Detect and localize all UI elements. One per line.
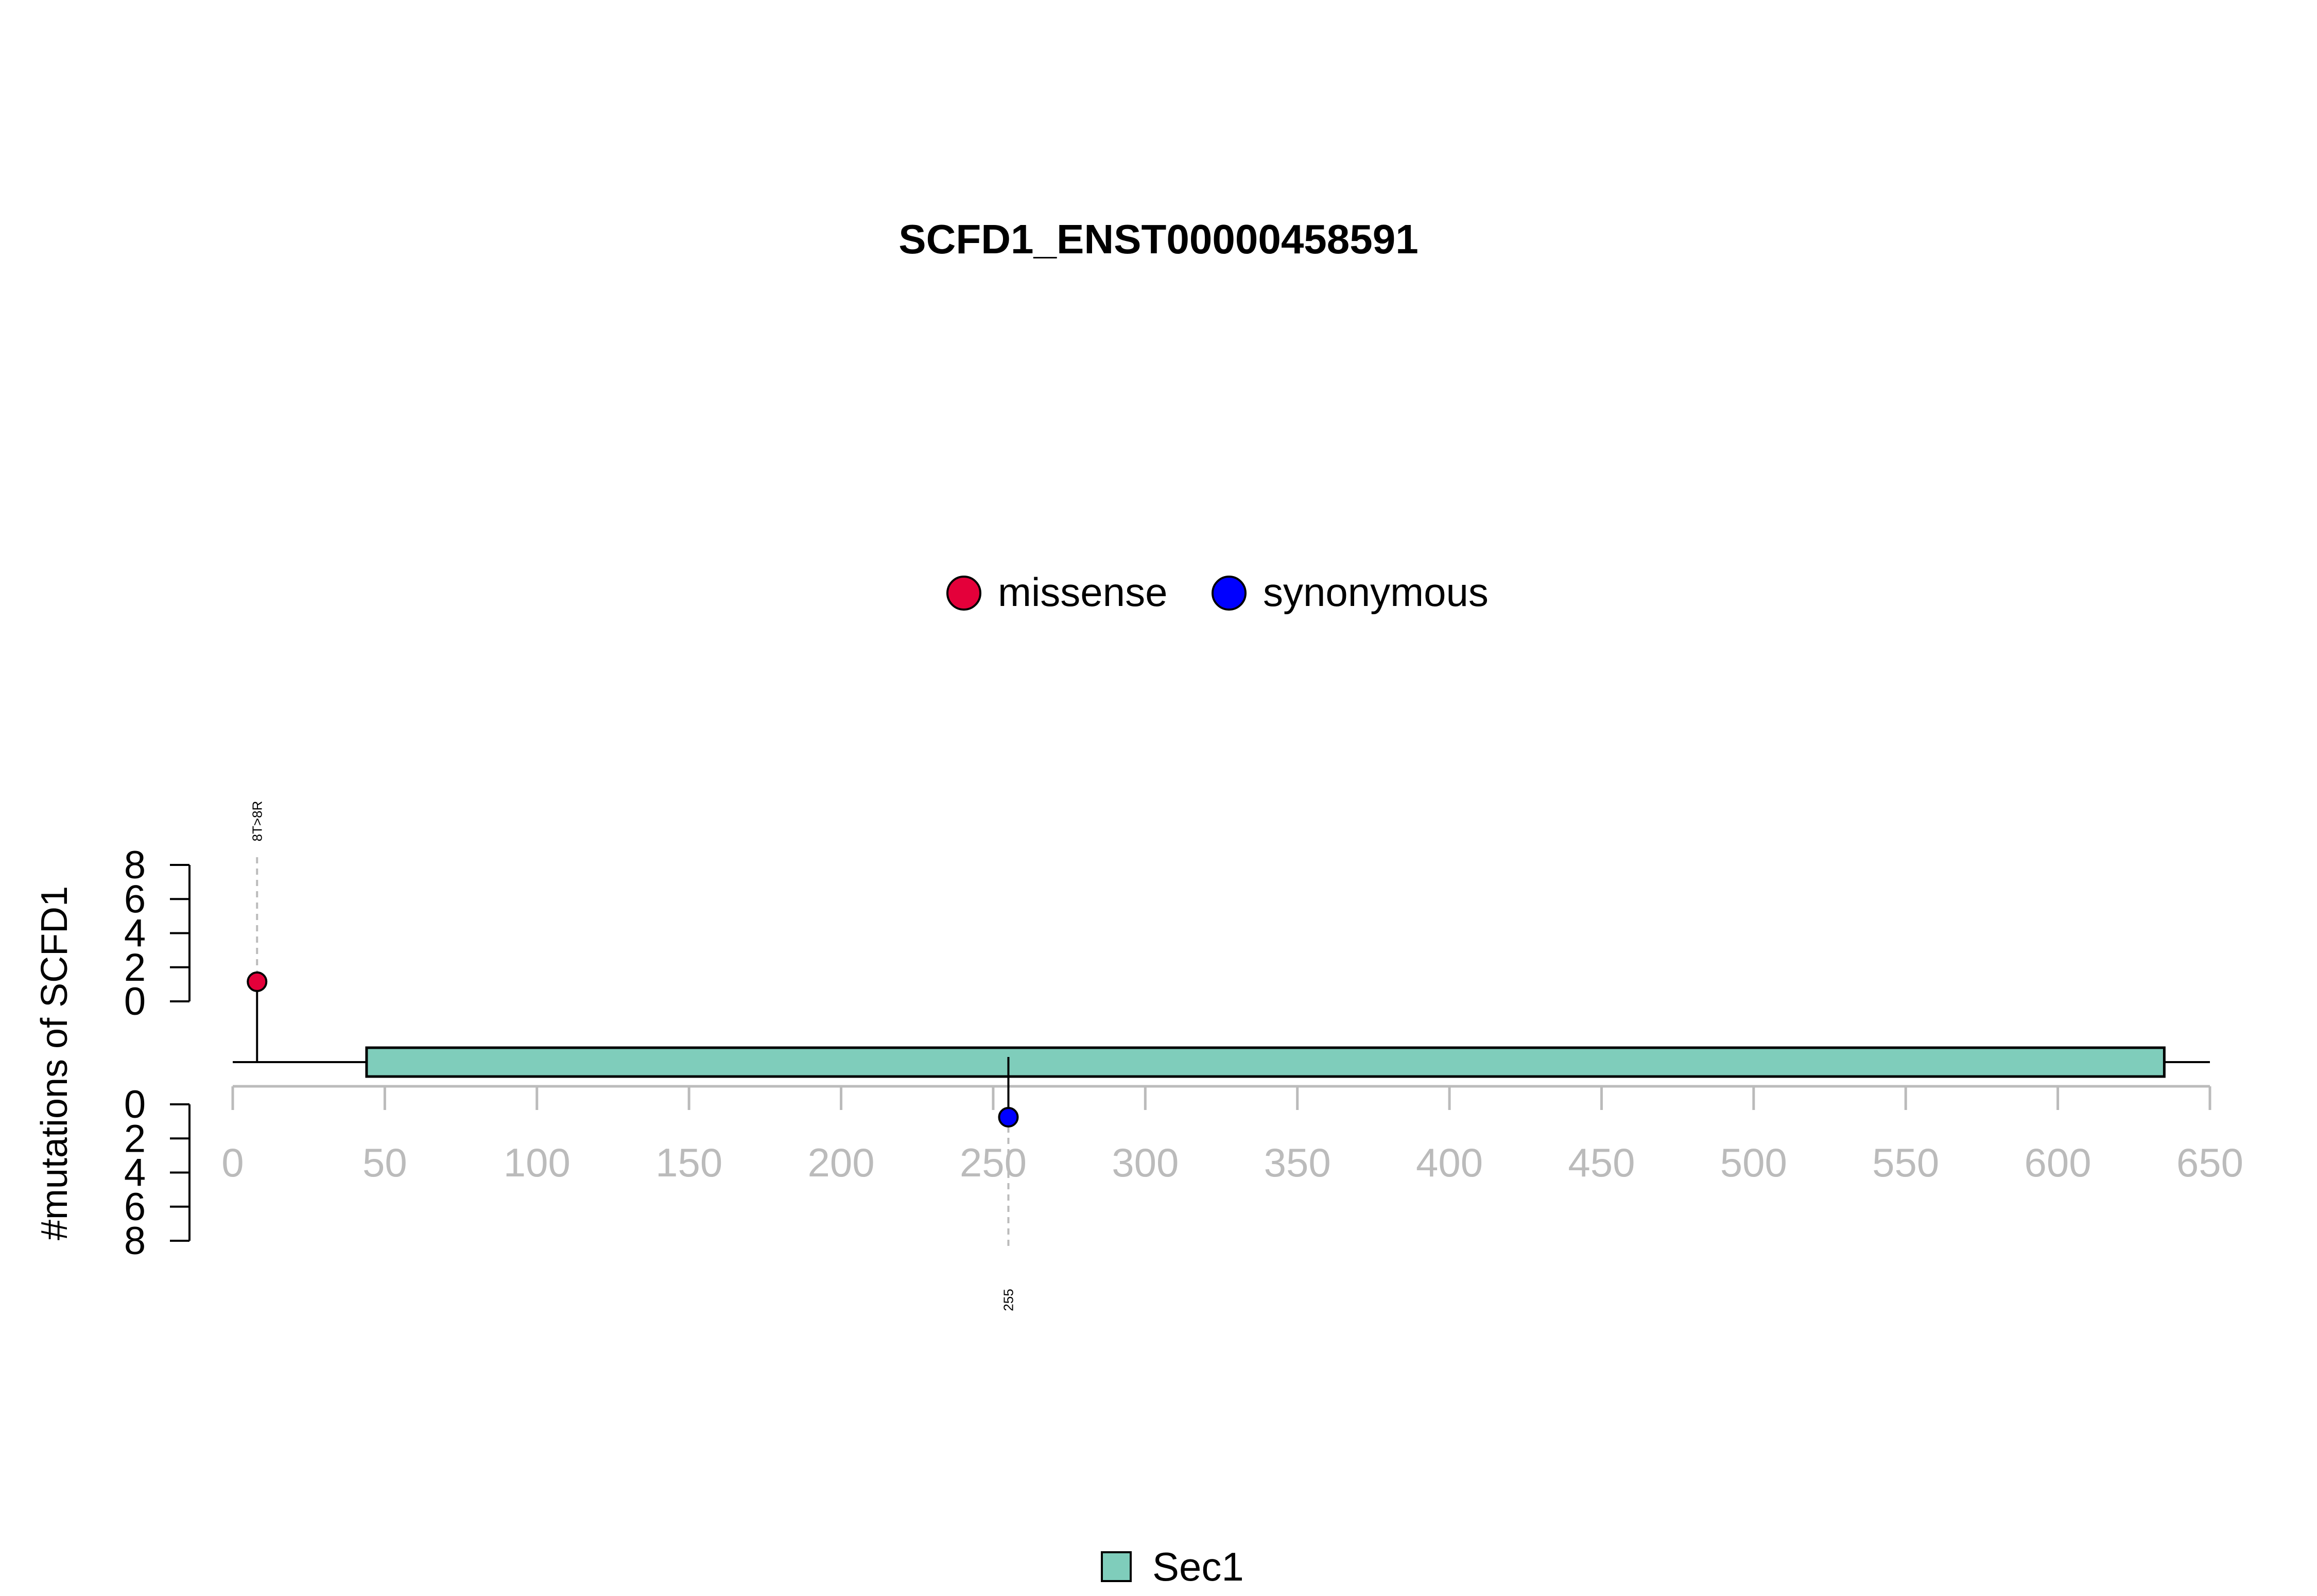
x-tick-label: 250 xyxy=(960,1140,1027,1185)
x-tick-label: 600 xyxy=(2025,1140,2091,1185)
y-tick-label-top: 4 xyxy=(124,912,146,956)
y-tick-label-top: 2 xyxy=(124,946,146,990)
x-axis: 0 50 100 150 200 250 300 350 400 450 500 550 600 650 xyxy=(221,1085,2243,1185)
x-tick-label: 400 xyxy=(1416,1140,1483,1185)
x-tick-label: 50 xyxy=(362,1140,407,1185)
y-tick-label-top: 0 xyxy=(124,980,146,1023)
domain-legend: Sec1 xyxy=(1101,1544,1244,1589)
x-tick-label: 550 xyxy=(1872,1140,1939,1185)
x-tick-label: 200 xyxy=(807,1140,874,1185)
mutation-point-synonymous xyxy=(998,1107,1019,1127)
mutation-label: 255 xyxy=(1000,1289,1016,1311)
mutation-layer: 8T>8R 255 xyxy=(247,801,1019,1311)
legend-marker-missense xyxy=(946,576,981,611)
legend-swatch-Sec1 xyxy=(1101,1551,1132,1582)
mutation-point-missense xyxy=(247,971,268,992)
y-tick-label-bottom: 6 xyxy=(124,1185,146,1229)
x-tick-label: 350 xyxy=(1264,1140,1331,1185)
legend-label-missense: missense xyxy=(998,569,1167,615)
mutation-type-legend: missense synonymous xyxy=(946,569,1489,615)
x-tick-label: 500 xyxy=(1720,1140,1787,1185)
legend-marker-synonymous xyxy=(1212,576,1247,611)
y-tick-label-top: 8 xyxy=(124,843,146,887)
x-tick-label: 300 xyxy=(1112,1140,1179,1185)
y-tick-label-bottom: 2 xyxy=(124,1117,146,1160)
chart-title: SCFD1_ENST00000458591 xyxy=(898,216,1419,262)
legend-label-synonymous: synonymous xyxy=(1263,569,1489,615)
x-tick-label: 0 xyxy=(221,1140,244,1185)
domain-Sec1 xyxy=(365,1046,2166,1078)
legend-label-Sec1: Sec1 xyxy=(1152,1544,1244,1589)
y-tick-label-bottom: 8 xyxy=(124,1219,146,1263)
x-tick-label: 150 xyxy=(655,1140,722,1185)
x-tick-label: 450 xyxy=(1568,1140,1635,1185)
x-tick-label: 100 xyxy=(504,1140,570,1185)
y-tick-label-bottom: 4 xyxy=(124,1151,146,1195)
y-tick-label-bottom: 0 xyxy=(124,1083,146,1126)
y-axis-label: #mutations of SCFD1 xyxy=(34,886,75,1240)
x-tick-label: 650 xyxy=(2176,1140,2243,1185)
y-tick-label-top: 6 xyxy=(124,877,146,921)
domain-layer xyxy=(365,1046,2166,1078)
mutation-label: 8T>8R xyxy=(249,801,265,842)
